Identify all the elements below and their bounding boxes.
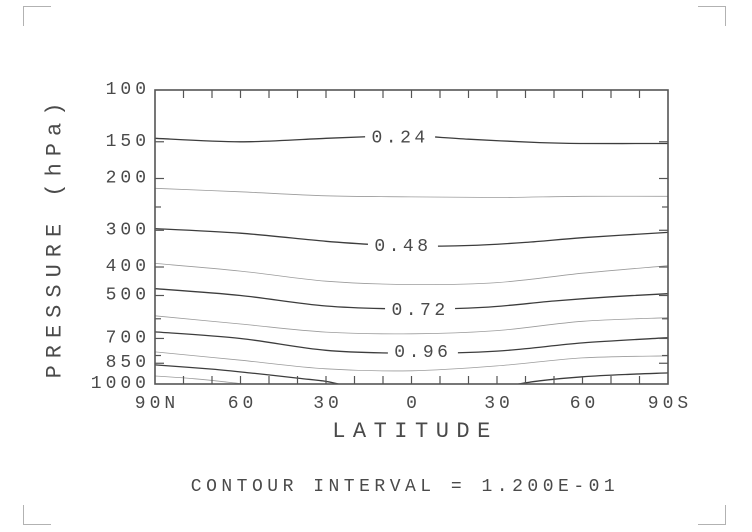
contour-label-0.48: 0.48 — [374, 237, 431, 257]
contour-label-0.24: 0.24 — [371, 128, 428, 148]
x-tick-label-60: 60 — [570, 394, 600, 414]
contour-label-0.72: 0.72 — [391, 301, 448, 321]
y-axis-title: PRESSURE (hPa) — [42, 95, 68, 379]
y-tick-label-700: 700 — [106, 328, 150, 348]
x-tick-label-0: 0 — [406, 394, 421, 414]
contour-line-1.2 — [155, 364, 341, 384]
x-tick-label-90S: 90S — [648, 394, 692, 414]
contour-label-gap — [387, 342, 458, 361]
contour-label-0.96: 0.96 — [394, 343, 451, 363]
y-tick-label-100: 100 — [106, 80, 150, 100]
contour-label-gap — [385, 300, 456, 319]
y-tick-label-500: 500 — [106, 285, 150, 305]
y-tick-label-400: 400 — [106, 257, 150, 277]
crop-mark-bottom-left — [23, 505, 51, 525]
y-tick-label-1000: 1000 — [91, 374, 150, 394]
crop-mark-top-left — [23, 6, 51, 26]
x-tick-label-60: 60 — [228, 394, 258, 414]
crop-mark-bottom-right — [698, 505, 726, 525]
contour-line-0.36 — [155, 187, 668, 198]
y-tick-label-300: 300 — [106, 220, 150, 240]
contour-label-gap — [365, 127, 436, 146]
contour-line-0.84 — [155, 315, 668, 335]
crop-mark-top-right — [698, 6, 726, 26]
y-tick-label-850: 850 — [106, 353, 150, 373]
x-tick-label-90N: 90N — [135, 394, 179, 414]
contour-interval-note: CONTOUR INTERVAL = 1.200E-01 — [190, 477, 620, 497]
y-tick-label-150: 150 — [106, 132, 150, 152]
contour-line-1.08 — [155, 351, 668, 372]
x-tick-label-30: 30 — [313, 394, 343, 414]
contour-line-0.6 — [155, 263, 668, 286]
x-axis-title: LATITUDE — [332, 419, 498, 444]
y-tick-label-200: 200 — [106, 169, 150, 189]
contour-label-gap — [367, 236, 438, 255]
x-tick-label-30: 30 — [484, 394, 514, 414]
